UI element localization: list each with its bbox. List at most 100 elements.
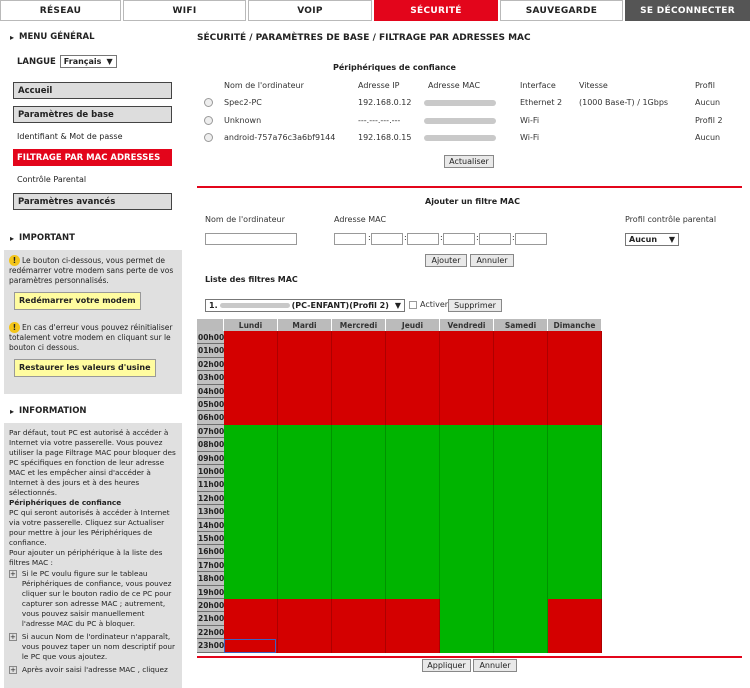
schedule-cell[interactable] [386,505,440,520]
schedule-cell[interactable] [224,398,278,412]
schedule-cell[interactable] [224,558,278,573]
schedule-cell[interactable] [278,532,332,546]
schedule-cell[interactable] [332,411,386,426]
schedule-cell[interactable] [278,371,332,386]
sidebar-item-filtrage-mac[interactable]: FILTRAGE PAR MAC ADRESSES [13,149,172,166]
schedule-cell[interactable] [440,331,494,345]
schedule-cell[interactable] [278,411,332,426]
schedule-cell[interactable] [224,451,278,466]
schedule-cell[interactable] [440,451,494,466]
schedule-cell[interactable] [224,625,278,640]
tab-reseau[interactable]: RÉSEAU [0,0,121,21]
schedule-cell[interactable] [332,518,386,533]
schedule-cell[interactable] [440,491,494,506]
schedule-cell[interactable] [548,424,602,439]
schedule-cell[interactable] [332,639,386,654]
schedule-cell[interactable] [386,625,440,640]
schedule-cell[interactable] [548,331,602,345]
schedule-cell[interactable] [548,505,602,520]
schedule-cell[interactable] [494,639,548,654]
schedule-cell[interactable] [494,451,548,466]
sidebar-item-controle-parental[interactable]: Contrôle Parental [17,175,87,184]
schedule-cell[interactable] [548,411,602,426]
schedule-cell[interactable] [386,451,440,466]
mac-octet-3[interactable] [407,233,439,245]
schedule-cell[interactable] [494,384,548,399]
schedule-cell[interactable] [440,371,494,386]
schedule-cell[interactable] [224,331,278,345]
mac-octet-5[interactable] [479,233,511,245]
schedule-cell[interactable] [386,545,440,560]
schedule-cell[interactable] [278,599,332,613]
schedule-cell[interactable] [224,411,278,426]
schedule-cell[interactable] [224,518,278,533]
schedule-cell[interactable] [332,357,386,372]
schedule-cell[interactable] [332,451,386,466]
schedule-cell[interactable] [332,545,386,560]
schedule-cell[interactable] [386,478,440,493]
schedule-cell[interactable] [548,478,602,493]
schedule-cell[interactable] [494,545,548,560]
schedule-cell[interactable] [548,558,602,573]
apply-button[interactable]: Appliquer [422,659,471,672]
schedule-cell[interactable] [278,438,332,453]
schedule-cell[interactable] [440,532,494,546]
schedule-cell[interactable] [548,625,602,640]
schedule-cell[interactable] [332,491,386,506]
device-radio[interactable] [204,98,213,107]
schedule-cell[interactable] [278,478,332,493]
schedule-cell[interactable] [278,612,332,627]
schedule-cell[interactable] [386,585,440,600]
schedule-cell[interactable] [278,465,332,479]
schedule-cell[interactable] [386,599,440,613]
schedule-cell[interactable] [278,572,332,587]
schedule-cell[interactable] [548,545,602,560]
schedule-cell[interactable] [548,384,602,399]
sidebar-item-parametres-de-base[interactable]: Paramètres de base [13,106,172,123]
schedule-cell[interactable] [224,438,278,453]
schedule-cell[interactable] [224,424,278,439]
schedule-cell[interactable] [278,424,332,439]
schedule-cell[interactable] [386,612,440,627]
schedule-cell[interactable] [548,518,602,533]
sidebar-item-accueil[interactable]: Accueil [13,82,172,99]
schedule-cell[interactable] [386,371,440,386]
mac-octet-1[interactable] [334,233,366,245]
schedule-cell[interactable] [224,384,278,399]
schedule-cell[interactable] [224,639,278,654]
schedule-cell[interactable] [278,451,332,466]
schedule-cell[interactable] [278,639,332,654]
schedule-cell[interactable] [332,465,386,479]
schedule-cell[interactable] [548,371,602,386]
mac-octet-4[interactable] [443,233,475,245]
restart-modem-button[interactable]: Redémarrer votre modem [14,292,141,310]
schedule-cell[interactable] [440,625,494,640]
schedule-cell[interactable] [332,505,386,520]
schedule-cell[interactable] [224,572,278,587]
schedule-cell[interactable] [494,411,548,426]
schedule-cell[interactable] [224,357,278,372]
schedule-cell[interactable] [386,344,440,359]
schedule-cell[interactable] [494,344,548,359]
computer-name-input[interactable] [205,233,297,245]
schedule-cell[interactable] [548,491,602,506]
schedule-cell[interactable] [548,465,602,479]
schedule-cell[interactable] [440,478,494,493]
schedule-cell[interactable] [224,344,278,359]
schedule-cell[interactable] [494,491,548,506]
schedule-cell[interactable] [386,558,440,573]
schedule-cell[interactable] [494,599,548,613]
schedule-cell[interactable] [548,639,602,654]
schedule-cell[interactable] [440,411,494,426]
schedule-cell[interactable] [548,398,602,412]
schedule-cell[interactable] [332,331,386,345]
filter-select[interactable]: 1. (PC-ENFANT)(Profil 2) ▼ [205,299,405,312]
schedule-cell[interactable] [278,384,332,399]
schedule-cell[interactable] [386,384,440,399]
schedule-cell[interactable] [386,424,440,439]
schedule-cell[interactable] [386,572,440,587]
schedule-cell[interactable] [494,585,548,600]
schedule-cell[interactable] [440,398,494,412]
schedule-cell[interactable] [440,599,494,613]
schedule-cell[interactable] [440,585,494,600]
